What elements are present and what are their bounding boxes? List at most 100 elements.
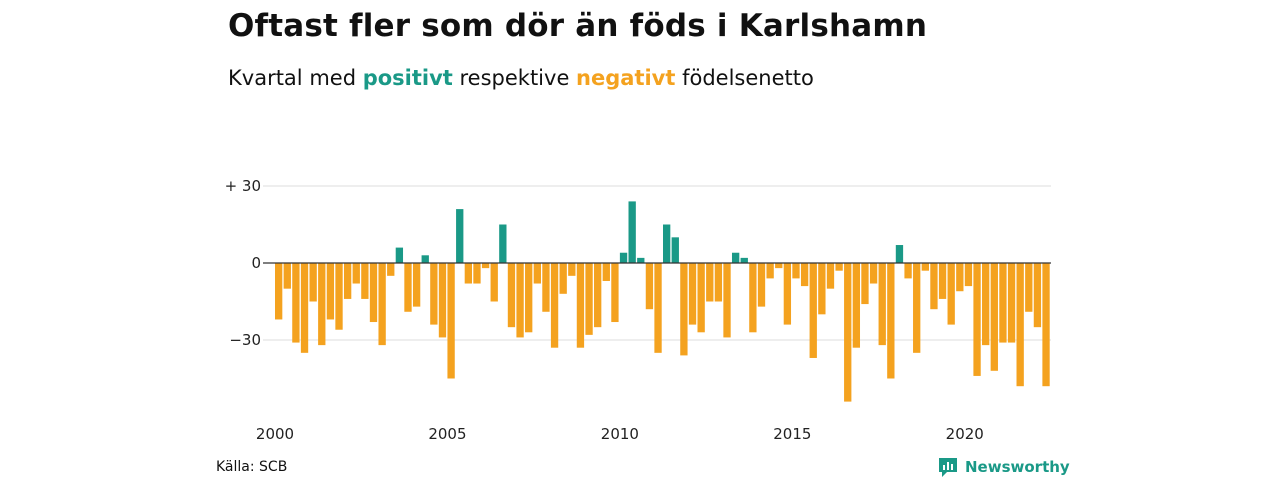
bar	[369, 263, 378, 323]
bar	[283, 263, 291, 289]
bar	[671, 237, 679, 263]
bar	[869, 263, 878, 284]
bar	[1016, 263, 1024, 387]
bar	[835, 263, 843, 271]
bar	[740, 257, 748, 263]
bar	[404, 263, 412, 312]
bar	[956, 263, 964, 292]
subtitle-prefix: Kvartal med	[228, 66, 363, 90]
bar	[490, 263, 498, 302]
bar	[775, 263, 783, 269]
bar	[878, 263, 886, 346]
bar	[568, 263, 576, 276]
bar	[456, 209, 464, 263]
bar	[723, 263, 731, 338]
bar	[930, 263, 938, 310]
bar	[645, 263, 654, 310]
y-axis-labels: + 30 0 −30	[225, 177, 261, 349]
x-tick-label: 2020	[946, 425, 984, 443]
bar	[585, 263, 593, 335]
bar	[525, 263, 533, 333]
subtitle-positive-word: positivt	[362, 66, 453, 90]
bar	[1042, 263, 1050, 387]
bar	[731, 252, 740, 263]
bar	[800, 263, 809, 287]
y-tick-label: −30	[229, 331, 261, 349]
bar	[499, 224, 507, 263]
bar	[904, 263, 912, 279]
x-tick-label: 2015	[773, 425, 811, 443]
subtitle-middle: respektive	[452, 66, 577, 90]
chart-subtitle: Kvartal med positivt respektive negativt…	[228, 66, 814, 90]
bar	[973, 263, 981, 376]
bar	[594, 263, 602, 328]
bar	[335, 263, 343, 330]
bar	[964, 263, 973, 287]
bar	[481, 263, 490, 269]
bar	[938, 263, 947, 299]
bar	[783, 263, 792, 325]
bar	[861, 263, 869, 305]
bar	[447, 263, 455, 379]
x-tick-label: 2000	[256, 425, 294, 443]
bar	[999, 263, 1007, 343]
bar	[343, 263, 352, 299]
bar	[309, 263, 317, 302]
bar	[326, 263, 335, 320]
x-tick-label: 2005	[428, 425, 466, 443]
bar	[395, 247, 404, 263]
bar	[275, 263, 283, 320]
bar	[757, 263, 766, 307]
y-tick-label: 0	[251, 254, 261, 272]
bar	[361, 263, 369, 299]
bar	[714, 263, 723, 302]
bar	[619, 252, 628, 263]
bar	[663, 224, 671, 263]
bars	[275, 201, 1050, 402]
bar	[300, 263, 309, 353]
bar	[602, 263, 610, 281]
bar	[318, 263, 326, 346]
bar	[844, 263, 852, 402]
bar	[550, 263, 559, 348]
brand[interactable]: Newsworthy	[937, 456, 1070, 478]
subtitle-suffix: födelsenetto	[675, 66, 814, 90]
bar	[533, 263, 541, 284]
bar	[516, 263, 524, 338]
bar	[697, 263, 705, 333]
bar	[559, 263, 567, 294]
bar	[749, 263, 757, 333]
y-tick-label: + 30	[225, 177, 261, 195]
bar	[412, 263, 421, 307]
bar	[887, 263, 895, 379]
bar	[628, 201, 636, 263]
bar	[292, 263, 300, 343]
x-tick-label: 2010	[601, 425, 639, 443]
bar	[507, 263, 516, 328]
bar	[982, 263, 990, 346]
bar	[913, 263, 921, 353]
chart-title: Oftast fler som dör än föds i Karlshamn	[228, 8, 928, 44]
bar	[792, 263, 800, 279]
bar-chart: + 30 0 −30 2000 2005 2010 2015 2020	[225, 177, 1051, 443]
bar	[352, 263, 360, 284]
bar	[1025, 263, 1033, 312]
bar	[654, 263, 662, 353]
bar	[766, 263, 774, 279]
bar	[706, 263, 714, 302]
newsworthy-logo-icon	[939, 458, 957, 477]
bar	[542, 263, 550, 312]
bar	[809, 263, 817, 358]
bar	[430, 263, 438, 325]
bar	[990, 263, 998, 371]
bar	[464, 263, 473, 284]
bar	[378, 263, 386, 346]
brand-name: Newsworthy	[965, 458, 1070, 476]
x-axis-labels: 2000 2005 2010 2015 2020	[256, 425, 984, 443]
bar	[1033, 263, 1042, 328]
bar	[1007, 263, 1016, 343]
bar	[387, 263, 395, 276]
bar	[826, 263, 835, 289]
bar	[473, 263, 481, 284]
bar	[895, 245, 904, 263]
